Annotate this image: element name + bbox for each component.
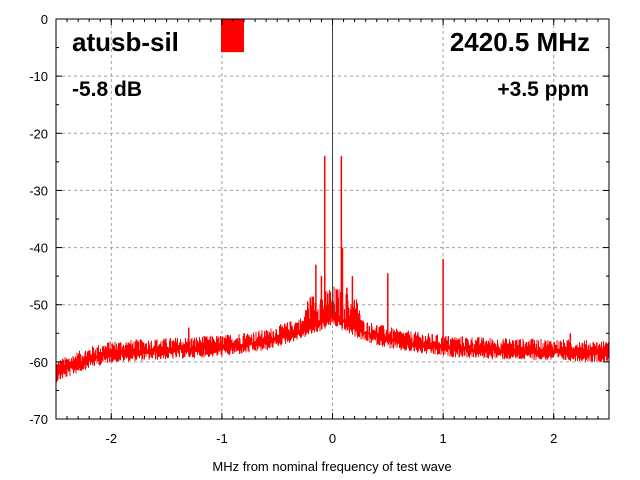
x-tick-label: 1 xyxy=(439,431,446,446)
plot-area xyxy=(55,19,610,383)
y-tick-label: 0 xyxy=(41,12,48,27)
axis-ticks xyxy=(56,18,609,420)
x-tick-label: 0 xyxy=(329,431,336,446)
y-tick-label: -40 xyxy=(29,241,48,256)
x-axis-label: MHz from nominal frequency of test wave xyxy=(212,459,451,474)
y-tick-label: -50 xyxy=(29,298,48,313)
y-tick-label: -10 xyxy=(29,69,48,84)
y-tick-label: -30 xyxy=(29,183,48,198)
x-tick-labels: -2 -1 0 1 2 xyxy=(106,431,558,446)
y-tick-label: -60 xyxy=(29,355,48,370)
y-tick-label: -70 xyxy=(29,412,48,427)
level-bar xyxy=(221,19,244,53)
x-tick-label: -2 xyxy=(106,431,118,446)
level-label: -5.8 dB xyxy=(72,78,142,101)
y-tick-label: -20 xyxy=(29,126,48,141)
y-tick-labels: 0 -10 -20 -30 -40 -50 -60 -70 xyxy=(29,12,48,427)
x-tick-label: 2 xyxy=(550,431,557,446)
frequency-label: 2420.5 MHz xyxy=(450,27,590,57)
offset-label: +3.5 ppm xyxy=(497,78,589,101)
chart-title: atusb-sil xyxy=(72,27,179,57)
x-tick-label: -1 xyxy=(216,431,228,446)
